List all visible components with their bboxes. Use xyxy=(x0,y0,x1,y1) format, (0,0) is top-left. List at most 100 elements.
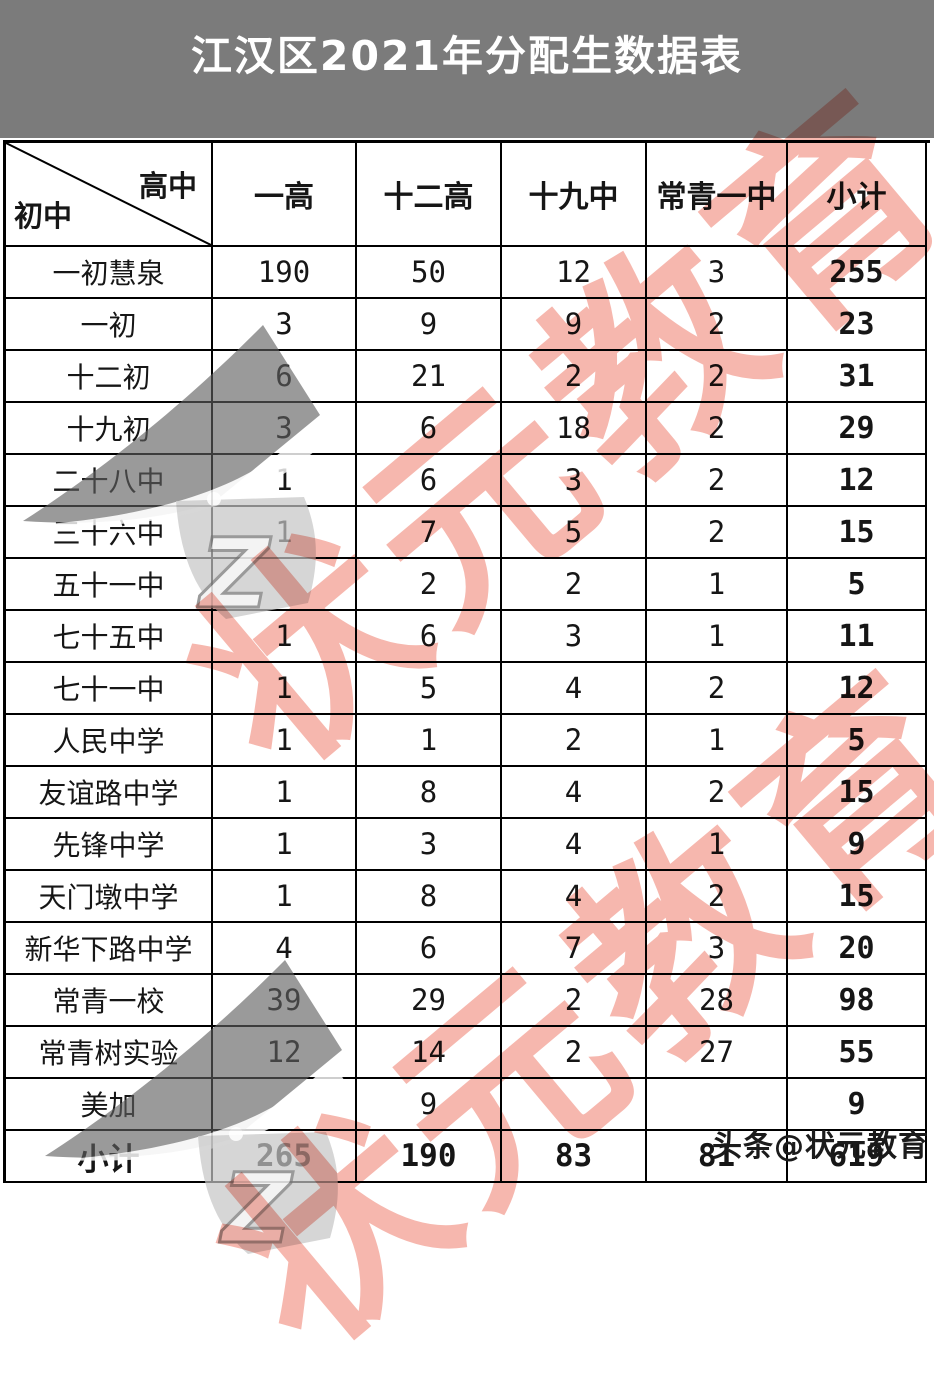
cell: 1 xyxy=(213,715,357,767)
data-table: 高中 初中 一高 十二高 十九中 常青一中 小计 一初慧泉 190 50 12 3 255… xyxy=(3,140,930,1183)
cell: 15 xyxy=(788,871,927,923)
row-label: 人民中学 xyxy=(6,715,213,767)
row-label: 二十八中 xyxy=(6,455,213,507)
corner-label-middleschool: 初中 xyxy=(14,199,73,233)
cell: 4 xyxy=(502,767,647,819)
cell: 29 xyxy=(788,403,927,455)
cell: 9 xyxy=(357,299,502,351)
cell xyxy=(647,1079,788,1131)
column-header: 十二高 xyxy=(357,143,502,247)
cell: 1 xyxy=(357,715,502,767)
cell: 2 xyxy=(647,403,788,455)
cell: 5 xyxy=(357,663,502,715)
cell: 12 xyxy=(213,1027,357,1079)
cell: 20 xyxy=(788,923,927,975)
cell: 83 xyxy=(502,1131,647,1183)
cell: 55 xyxy=(788,1027,927,1079)
cell: 3 xyxy=(647,247,788,299)
cell: 1 xyxy=(213,767,357,819)
cell: 2 xyxy=(502,975,647,1027)
cell: 27 xyxy=(647,1027,788,1079)
cell: 6 xyxy=(357,403,502,455)
cell: 2 xyxy=(647,455,788,507)
diagonal-divider xyxy=(6,143,211,245)
cell: 2 xyxy=(647,299,788,351)
cell: 6 xyxy=(357,923,502,975)
cell: 1 xyxy=(647,611,788,663)
row-label: 先锋中学 xyxy=(6,819,213,871)
cell: 4 xyxy=(213,923,357,975)
cell: 2 xyxy=(502,1027,647,1079)
cell: 1 xyxy=(647,819,788,871)
row-label: 三十六中 xyxy=(6,507,213,559)
cell: 23 xyxy=(788,299,927,351)
row-label: 十二初 xyxy=(6,351,213,403)
row-label: 美加 xyxy=(6,1079,213,1131)
row-label: 常青树实验 xyxy=(6,1027,213,1079)
cell: 98 xyxy=(788,975,927,1027)
row-label: 五十一中 xyxy=(6,559,213,611)
cell: 2 xyxy=(647,507,788,559)
cell: 1 xyxy=(213,819,357,871)
row-label: 七十五中 xyxy=(6,611,213,663)
cell: 6 xyxy=(213,351,357,403)
cell: 15 xyxy=(788,767,927,819)
cell: 6 xyxy=(357,455,502,507)
cell xyxy=(213,559,357,611)
row-label: 一初 xyxy=(6,299,213,351)
cell: 1 xyxy=(213,611,357,663)
row-label: 天门墩中学 xyxy=(6,871,213,923)
cell: 12 xyxy=(788,455,927,507)
cell: 28 xyxy=(647,975,788,1027)
cell: 2 xyxy=(647,871,788,923)
column-header: 常青一中 xyxy=(647,143,788,247)
cell: 12 xyxy=(502,247,647,299)
total-row-label: 小计 xyxy=(6,1131,213,1183)
cell: 9 xyxy=(788,1079,927,1131)
cell: 619 xyxy=(788,1131,927,1183)
cell: 50 xyxy=(357,247,502,299)
cell: 1 xyxy=(647,715,788,767)
cell: 8 xyxy=(357,871,502,923)
cell: 5 xyxy=(788,559,927,611)
cell: 1 xyxy=(213,507,357,559)
title-banner: 江汉区2021年分配生数据表 xyxy=(0,0,934,138)
row-label: 友谊路中学 xyxy=(6,767,213,819)
cell: 5 xyxy=(788,715,927,767)
cell: 190 xyxy=(357,1131,502,1183)
cell: 1 xyxy=(213,663,357,715)
corner-cell: 高中 初中 xyxy=(6,143,213,247)
cell: 11 xyxy=(788,611,927,663)
cell: 3 xyxy=(502,455,647,507)
column-header: 小计 xyxy=(788,143,927,247)
cell: 2 xyxy=(357,559,502,611)
cell: 7 xyxy=(502,923,647,975)
cell: 9 xyxy=(788,819,927,871)
corner-label-highschool: 高中 xyxy=(138,169,197,203)
cell: 7 xyxy=(357,507,502,559)
cell: 8 xyxy=(357,767,502,819)
cell: 3 xyxy=(502,611,647,663)
cell: 1 xyxy=(213,455,357,507)
cell: 2 xyxy=(502,715,647,767)
page-title: 江汉区2021年分配生数据表 xyxy=(190,32,744,80)
row-label: 七十一中 xyxy=(6,663,213,715)
row-label: 新华下路中学 xyxy=(6,923,213,975)
cell: 9 xyxy=(357,1079,502,1131)
cell: 190 xyxy=(213,247,357,299)
cell: 3 xyxy=(213,299,357,351)
row-label: 一初慧泉 xyxy=(6,247,213,299)
cell: 31 xyxy=(788,351,927,403)
cell: 265 xyxy=(213,1131,357,1183)
column-header: 一高 xyxy=(213,143,357,247)
cell: 15 xyxy=(788,507,927,559)
column-header: 十九中 xyxy=(502,143,647,247)
cell: 6 xyxy=(357,611,502,663)
row-label: 常青一校 xyxy=(6,975,213,1027)
cell: 5 xyxy=(502,507,647,559)
cell: 39 xyxy=(213,975,357,1027)
cell: 3 xyxy=(213,403,357,455)
cell: 2 xyxy=(647,663,788,715)
source-badge: 头条@状元教育 xyxy=(712,1129,929,1164)
cell: 1 xyxy=(213,871,357,923)
